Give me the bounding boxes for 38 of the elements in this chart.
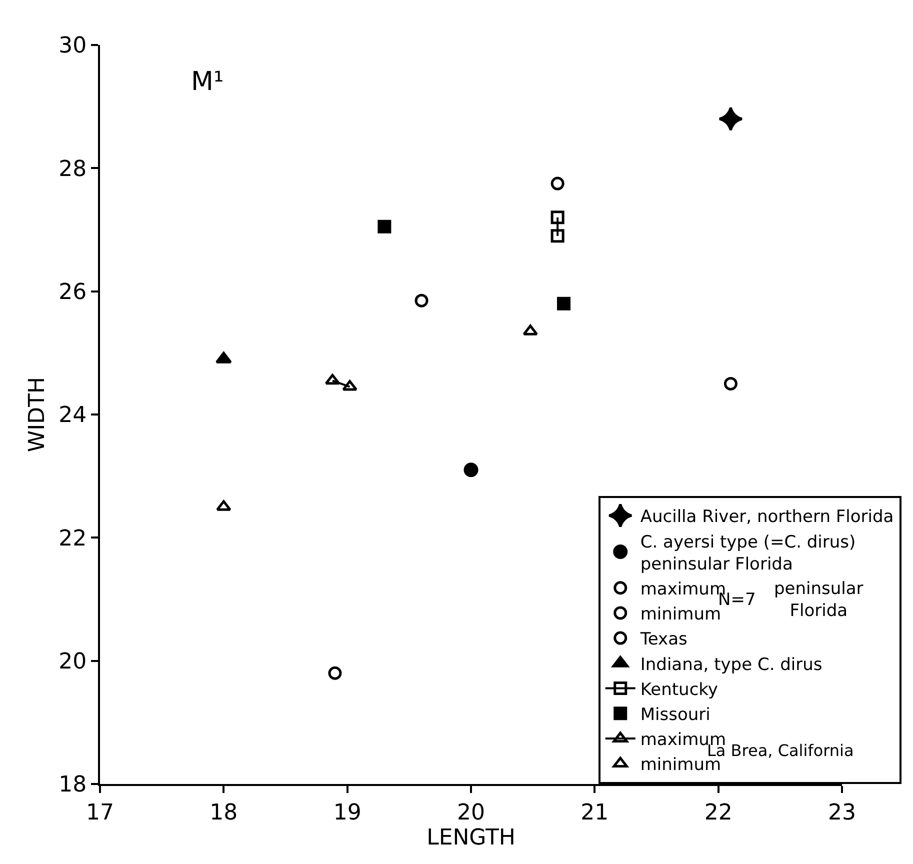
x-tick-label: 20 (457, 800, 485, 826)
point (464, 462, 478, 478)
legend-label: Kentucky (640, 680, 718, 700)
legend-label: Aucilla River, northern Florida (640, 507, 894, 528)
legend-label: minimum (640, 604, 722, 625)
point (550, 210, 564, 224)
point (550, 176, 564, 190)
x-tick-label: 22 (704, 800, 732, 826)
legend-label: Texas (639, 630, 688, 650)
point (550, 229, 564, 243)
point (328, 666, 342, 680)
x-tick-label: 18 (210, 800, 238, 826)
y-tick-label: 30 (58, 34, 87, 59)
x-tick-label: 21 (580, 800, 609, 826)
y-tick-label: 28 (58, 156, 87, 182)
y-tick-label: 26 (58, 280, 87, 306)
point (718, 106, 744, 132)
legend-label: Missouri (640, 704, 710, 725)
annotation: peninsular Florida (774, 579, 864, 622)
y-axis-title: WIDTH (24, 376, 50, 452)
point (522, 324, 538, 336)
point (378, 220, 392, 234)
x-tick-label: 19 (333, 800, 362, 826)
legend-label: minimum (640, 755, 722, 776)
x-tick-label: 23 (828, 800, 856, 826)
annotation: M¹ (191, 67, 224, 97)
point (557, 296, 570, 310)
y-tick-label: 20 (58, 650, 87, 675)
point (216, 500, 232, 511)
point (215, 352, 232, 364)
point (724, 376, 738, 390)
legend-label: Indiana, type C. dirus (640, 654, 822, 675)
y-tick-label: 18 (58, 772, 87, 798)
y-tick-label: 24 (58, 403, 87, 428)
x-axis-title: LENGTH (426, 825, 516, 850)
point (414, 294, 428, 308)
y-tick-label: 22 (58, 526, 87, 552)
x-tick-label: 17 (86, 800, 114, 826)
